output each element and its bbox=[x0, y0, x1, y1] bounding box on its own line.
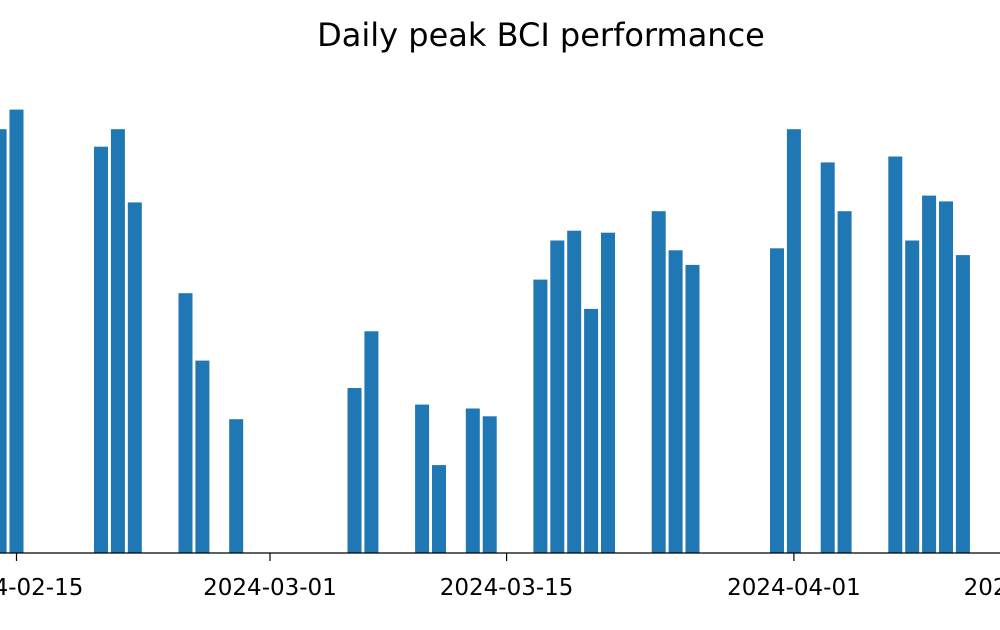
bar bbox=[888, 156, 903, 553]
bar bbox=[939, 201, 953, 553]
bar bbox=[584, 308, 599, 553]
bar bbox=[432, 465, 446, 553]
bar bbox=[905, 240, 920, 553]
bar bbox=[94, 146, 108, 553]
bar bbox=[178, 293, 193, 553]
bar bbox=[820, 162, 835, 553]
bar bbox=[195, 360, 210, 553]
bar bbox=[0, 129, 7, 553]
bar bbox=[415, 404, 430, 553]
bar bbox=[770, 248, 784, 554]
x-tick-label: 2024-03-01 bbox=[203, 575, 337, 601]
chart-title: Daily peak BCI performance bbox=[317, 16, 765, 54]
bar bbox=[601, 232, 615, 553]
bar bbox=[364, 331, 379, 553]
bar bbox=[786, 129, 801, 553]
bar bbox=[651, 211, 666, 553]
x-axis-ticks: 2024-02-15 2024-03-01 2024-03-15 2024-04-01… bbox=[0, 553, 1000, 601]
bars-group bbox=[0, 109, 970, 554]
x-tick-label: 2024-03-15 bbox=[440, 575, 574, 601]
bar bbox=[127, 202, 142, 553]
bar bbox=[9, 109, 24, 553]
bar bbox=[229, 419, 244, 553]
bar bbox=[465, 408, 480, 553]
x-tick-label: 2024-04-15 bbox=[964, 575, 1000, 601]
x-tick-label: 2024-04-01 bbox=[727, 575, 861, 601]
bar bbox=[668, 250, 683, 554]
bar bbox=[837, 211, 852, 553]
bar bbox=[550, 240, 565, 553]
bar bbox=[567, 230, 582, 553]
x-tick-label: 2024-02-15 bbox=[0, 575, 83, 601]
bar bbox=[110, 129, 125, 553]
bar bbox=[922, 195, 937, 553]
bar bbox=[347, 388, 362, 553]
bar bbox=[685, 264, 700, 553]
bar bbox=[533, 279, 548, 553]
bar bbox=[955, 255, 970, 553]
bar bbox=[482, 416, 497, 553]
